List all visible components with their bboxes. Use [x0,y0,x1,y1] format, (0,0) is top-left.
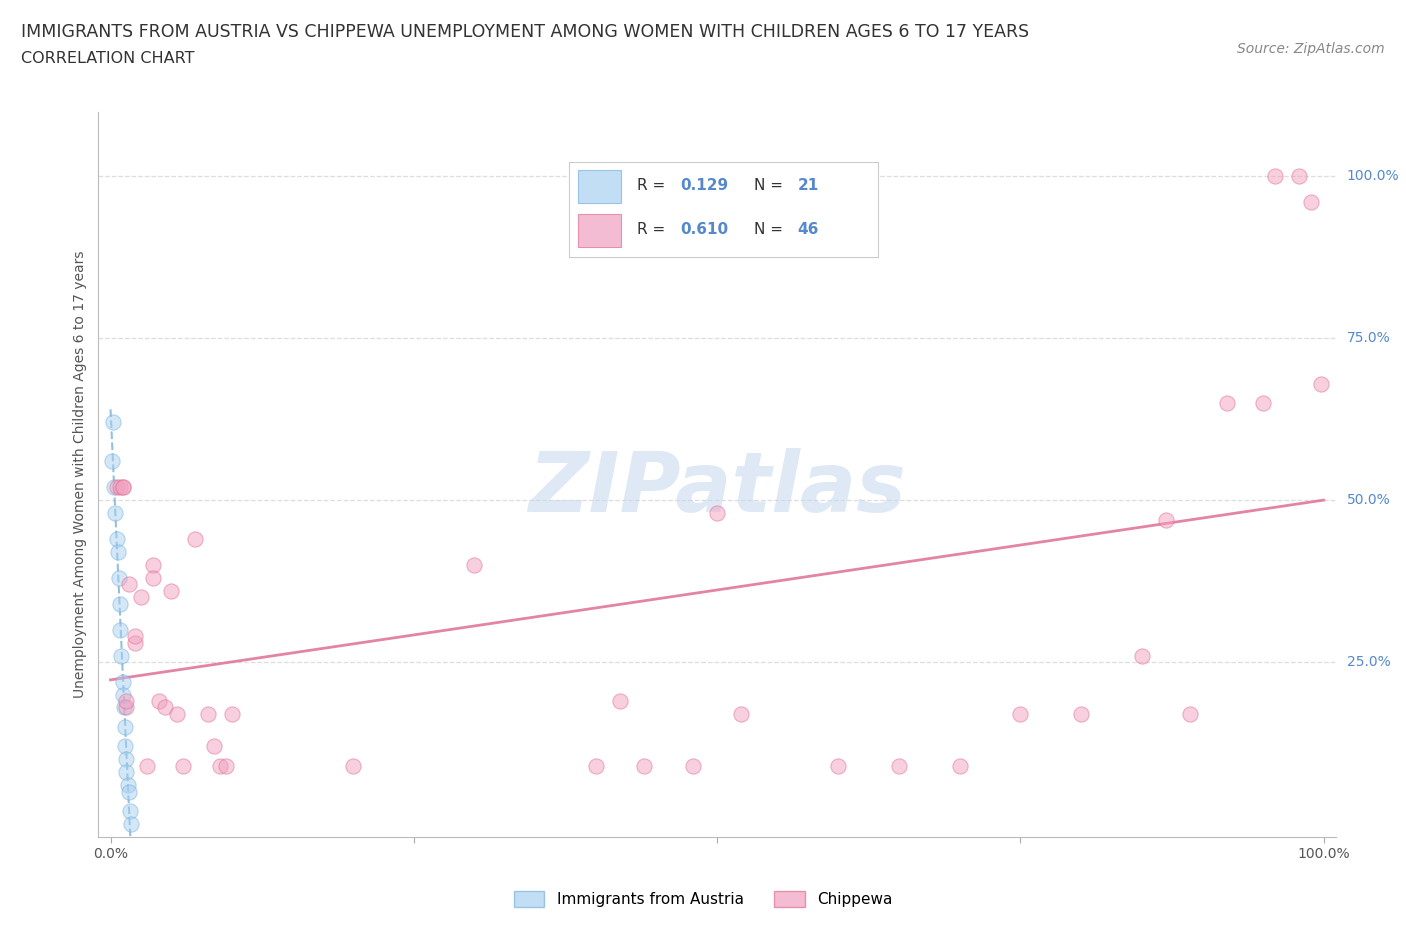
Point [110,596,132,611]
Point [221,707,243,722]
Point [129,590,152,604]
Text: IMMIGRANTS FROM AUSTRIA VS CHIPPEWA UNEMPLOYMENT AMONG WOMEN WITH CHILDREN AGES : IMMIGRANTS FROM AUSTRIA VS CHIPPEWA UNEM… [21,23,1029,41]
Point [153,700,176,715]
FancyBboxPatch shape [578,170,621,203]
Text: 46: 46 [797,222,818,237]
Point [342,758,364,773]
Text: Source: ZipAtlas.com: Source: ZipAtlas.com [1237,42,1385,56]
Point [111,480,134,495]
Point [585,758,607,773]
Point [197,707,219,722]
Point [115,764,138,779]
Point [110,480,132,495]
Point [1215,395,1237,410]
Point [118,784,141,799]
Point [111,674,134,689]
Text: CORRELATION CHART: CORRELATION CHART [21,51,194,66]
Text: 21: 21 [797,178,818,193]
Point [633,758,655,773]
Point [730,707,752,722]
Point [148,694,170,709]
Point [115,694,138,709]
Point [111,687,134,702]
Point [208,758,231,773]
Point [1178,707,1201,722]
Text: N =: N = [754,178,783,193]
FancyBboxPatch shape [578,214,621,247]
Point [115,700,138,715]
Point [111,480,134,495]
Point [105,480,128,495]
Text: 0.129: 0.129 [681,178,728,193]
Point [100,454,122,469]
Point [184,532,207,547]
Point [1301,195,1323,210]
Text: 75.0%: 75.0% [1347,331,1391,345]
Point [1154,512,1177,527]
Point [118,804,141,818]
Point [1070,707,1092,722]
Point [107,545,129,560]
Point [112,700,135,715]
Text: 50.0%: 50.0% [1347,493,1391,507]
Point [103,480,125,495]
Point [202,738,225,753]
Point [949,758,972,773]
Point [706,506,728,521]
Point [108,570,131,585]
Point [172,758,194,773]
Point [120,817,142,831]
Point [827,758,849,773]
Point [682,758,704,773]
Point [463,557,485,572]
Point [124,629,146,644]
Point [104,506,127,521]
Text: ZIPatlas: ZIPatlas [529,448,905,529]
Point [114,738,136,753]
Point [136,758,159,773]
Y-axis label: Unemployment Among Women with Children Ages 6 to 17 years: Unemployment Among Women with Children A… [73,250,87,698]
Point [110,622,132,637]
Point [124,635,146,650]
Point [887,758,910,773]
Legend: Immigrants from Austria, Chippewa: Immigrants from Austria, Chippewa [508,884,898,913]
Point [1310,376,1333,391]
Point [166,707,188,722]
Point [160,583,183,598]
Point [1130,648,1153,663]
Point [1288,169,1310,184]
Text: 0.610: 0.610 [681,222,728,237]
Point [142,557,165,572]
Text: 25.0%: 25.0% [1347,655,1391,669]
Text: R =: R = [637,178,665,193]
Point [101,415,124,430]
Point [215,758,238,773]
Text: 100.0%: 100.0% [1347,169,1399,183]
Point [118,577,141,591]
Point [105,532,128,547]
Point [142,570,165,585]
Point [114,720,136,735]
Text: N =: N = [754,222,783,237]
Point [1264,169,1286,184]
Point [115,751,138,766]
Point [117,777,139,792]
Point [1010,707,1032,722]
Point [1251,395,1274,410]
Text: R =: R = [637,222,665,237]
Point [609,694,631,709]
Point [110,648,132,663]
